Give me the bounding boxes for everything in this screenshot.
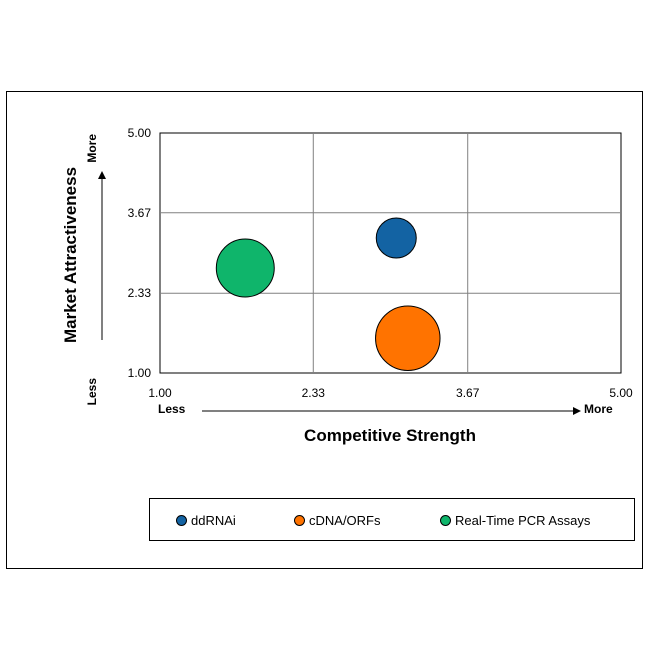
x-axis-title: Competitive Strength [304,426,476,445]
tick-labels: 1.00 2.33 3.67 5.00 1.00 2.33 3.67 5.00 [128,126,633,400]
y-tick-label: 3.67 [128,206,152,220]
legend-label: Real-Time PCR Assays [455,512,591,528]
legend-item: ddRNAi [176,512,236,528]
legend-label: ddRNAi [191,512,236,528]
y-tick-label: 2.33 [128,286,152,300]
bubble-point [375,305,441,371]
x-tick-label: 1.00 [148,386,172,400]
legend-swatch [176,514,187,526]
chart-frame [6,91,643,569]
x-tick-label: 2.33 [302,386,326,400]
y-tick-label: 5.00 [128,126,152,140]
y-high-label: More [85,134,99,163]
y-tick-label: 1.00 [128,366,152,380]
y-axis-title: Market Attractiveness [61,167,80,343]
bubbles [215,217,441,371]
legend-swatch [294,514,305,526]
y-low-label: Less [85,378,99,406]
x-high-label: More [584,402,613,416]
legend-label: cDNA/ORFs [309,512,381,528]
legend: ddRNAi cDNA/ORFs Real-Time PCR Assays [149,498,635,541]
legend-swatch [440,514,451,526]
x-tick-label: 5.00 [609,386,633,400]
bubble-point [375,217,417,259]
bubble-point [215,238,275,298]
legend-item: cDNA/ORFs [294,512,381,528]
x-tick-label: 3.67 [456,386,480,400]
x-low-label: Less [158,402,186,416]
legend-item: Real-Time PCR Assays [440,512,590,528]
